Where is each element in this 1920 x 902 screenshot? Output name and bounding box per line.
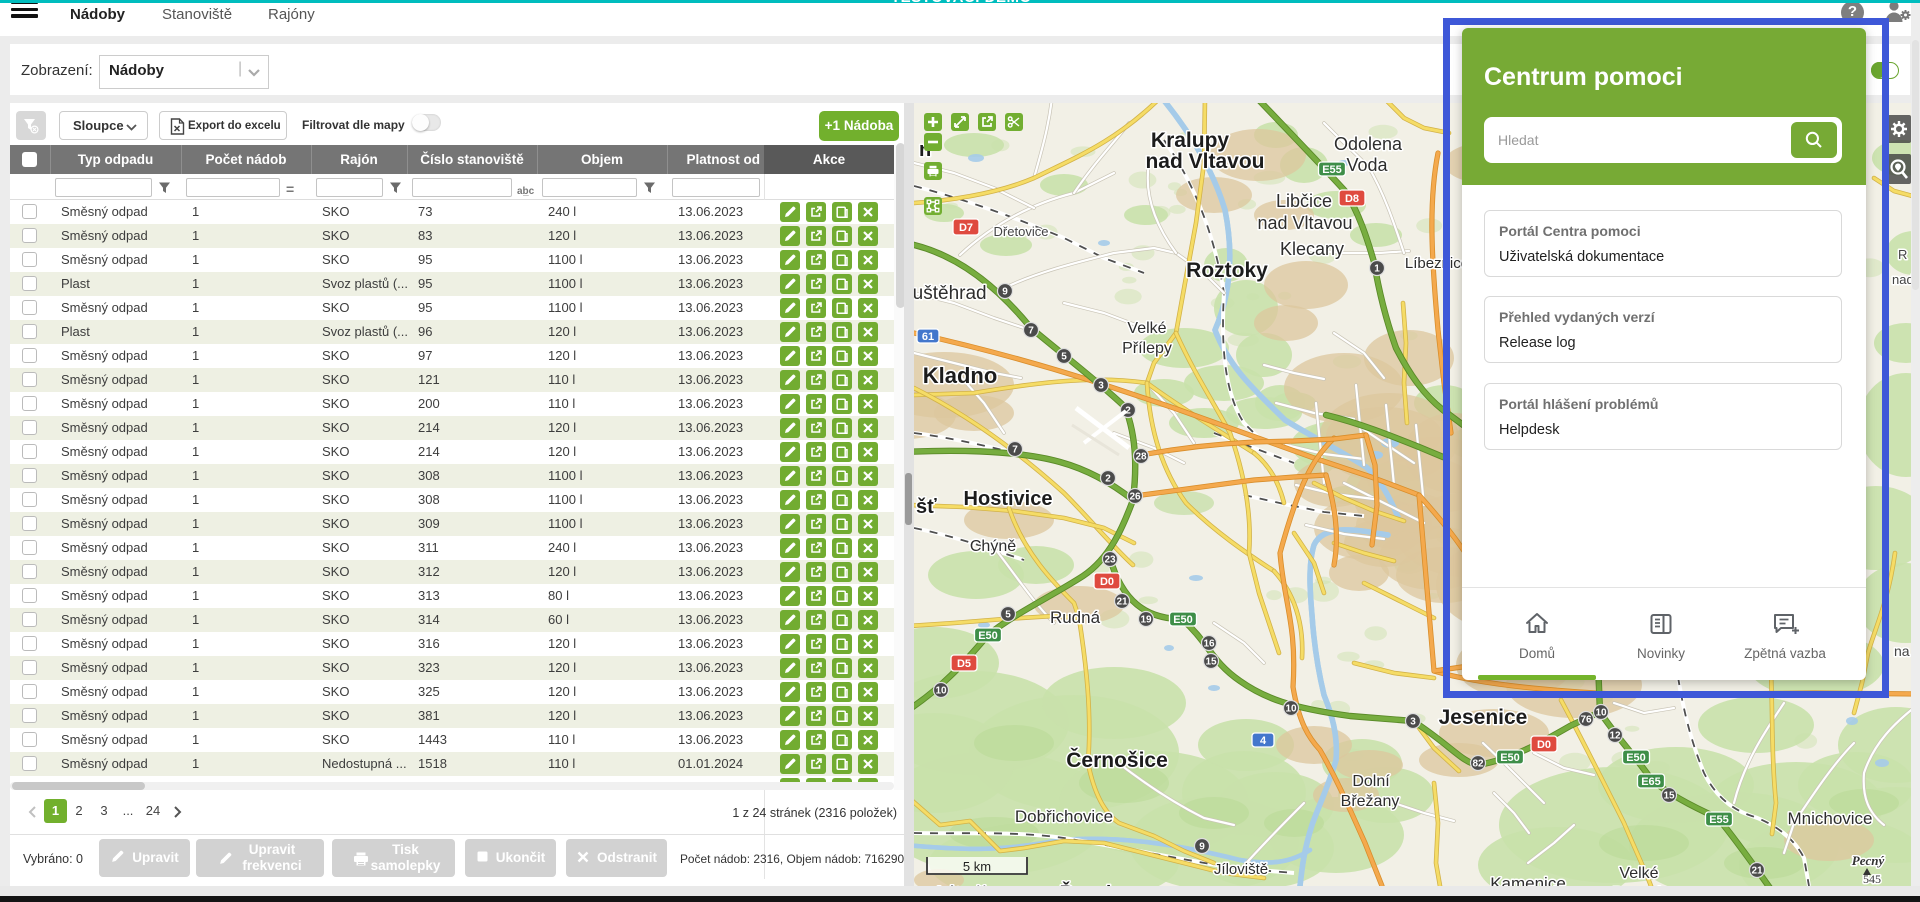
svg-text:Řevnice: Řevnice	[1060, 882, 1133, 886]
svg-text:R: R	[1898, 247, 1907, 262]
svg-text:3: 3	[1410, 717, 1416, 728]
svg-text:E55: E55	[1322, 164, 1342, 176]
svg-text:Liteň: Liteň	[936, 882, 988, 886]
svg-text:10: 10	[1285, 704, 1297, 715]
svg-text:9: 9	[1002, 287, 1008, 298]
svg-text:E65: E65	[1641, 776, 1661, 788]
svg-text:9: 9	[1199, 842, 1205, 853]
svg-text:Kamenice: Kamenice	[1490, 874, 1566, 886]
svg-text:16: 16	[1203, 639, 1215, 650]
svg-text:Dřetovice: Dřetovice	[994, 224, 1049, 239]
svg-text:5: 5	[1005, 610, 1011, 621]
svg-text:10: 10	[1595, 708, 1607, 719]
svg-text:Jíloviště: Jíloviště	[1214, 861, 1268, 878]
svg-text:26: 26	[1129, 492, 1141, 503]
svg-text:5: 5	[1061, 352, 1067, 363]
svg-text:Černošice: Černošice	[1066, 748, 1168, 772]
svg-text:E55: E55	[1709, 814, 1729, 826]
svg-text:23: 23	[1104, 555, 1116, 566]
svg-text:Dobřichovice: Dobřichovice	[1015, 807, 1113, 826]
svg-text:Kladno: Kladno	[923, 363, 998, 388]
svg-text:Jesenice: Jesenice	[1439, 706, 1528, 729]
svg-text:82: 82	[1472, 759, 1484, 770]
svg-text:1: 1	[1374, 264, 1380, 275]
svg-text:21: 21	[1116, 597, 1128, 608]
svg-text:Mnichovice: Mnichovice	[1787, 809, 1872, 828]
svg-text:7: 7	[1028, 326, 1034, 337]
svg-text:Přílepy: Přílepy	[1122, 340, 1172, 357]
svg-text:Roztoky: Roztoky	[1186, 259, 1268, 282]
svg-text:2: 2	[1105, 474, 1111, 485]
svg-text:10: 10	[935, 686, 947, 697]
svg-text:Voda: Voda	[1346, 155, 1388, 175]
svg-text:Libčice: Libčice	[1276, 191, 1332, 211]
svg-text:E50: E50	[1500, 752, 1520, 764]
svg-text:E50: E50	[978, 630, 998, 642]
svg-text:nad Vltavou: nad Vltavou	[1257, 213, 1352, 233]
svg-text:Velké: Velké	[1127, 320, 1166, 337]
svg-text:3: 3	[1098, 381, 1104, 392]
svg-text:Klecany: Klecany	[1280, 239, 1344, 259]
svg-text:Buštěhrad: Buštěhrad	[914, 283, 987, 304]
svg-text:Odolena: Odolena	[1334, 134, 1403, 154]
svg-text:Popovice: Popovice	[1612, 885, 1678, 886]
svg-text:61: 61	[922, 331, 934, 343]
svg-text:Pecný: Pecný	[1852, 853, 1885, 868]
svg-text:5 km: 5 km	[963, 859, 991, 874]
svg-text:21: 21	[1751, 866, 1763, 877]
svg-text:7: 7	[1012, 445, 1018, 456]
svg-text:D7: D7	[959, 222, 973, 234]
svg-text:4: 4	[1260, 735, 1267, 747]
svg-text:12: 12	[1609, 731, 1621, 742]
svg-text:Rudná: Rudná	[1050, 608, 1101, 627]
svg-text:D0: D0	[1100, 576, 1114, 588]
svg-text:D0: D0	[1537, 739, 1551, 751]
svg-text:2: 2	[1125, 406, 1131, 417]
svg-text:15: 15	[1663, 791, 1675, 802]
svg-text:Hostivice: Hostivice	[964, 488, 1053, 510]
svg-text:Dolní: Dolní	[1352, 773, 1390, 790]
svg-text:Břežany: Břežany	[1341, 793, 1400, 810]
svg-text:E50: E50	[1173, 614, 1193, 626]
svg-text:D5: D5	[957, 658, 971, 670]
svg-text:15: 15	[1205, 657, 1217, 668]
svg-text:D8: D8	[1345, 193, 1359, 205]
svg-text:Líbeznice: Líbeznice	[1405, 255, 1469, 272]
svg-text:Velké: Velké	[1619, 865, 1658, 882]
svg-text:76: 76	[1580, 715, 1592, 726]
svg-text:na: na	[1894, 643, 1910, 659]
svg-text:19: 19	[1140, 615, 1152, 626]
svg-text:Kralupy: Kralupy	[1151, 129, 1230, 152]
svg-text:28: 28	[1135, 452, 1147, 463]
svg-text:E50: E50	[1626, 752, 1646, 764]
svg-text:šť: šť	[916, 496, 937, 518]
svg-text:Chýně: Chýně	[970, 538, 1016, 555]
svg-text:nad Vltavou: nad Vltavou	[1145, 150, 1264, 173]
